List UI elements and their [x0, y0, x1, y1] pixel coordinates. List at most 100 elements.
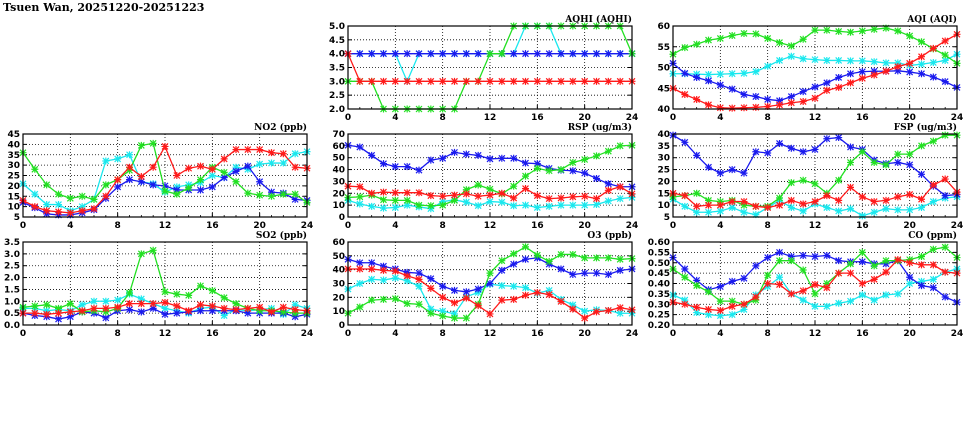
data-point-cyan: [858, 212, 866, 220]
series-red: [669, 175, 961, 212]
data-point-blue: [368, 151, 376, 159]
data-point-red: [462, 77, 470, 85]
data-point-red: [415, 189, 423, 197]
y-tick-label: 4.5: [329, 36, 345, 46]
data-point-red: [776, 281, 783, 289]
data-point-blue: [415, 166, 423, 174]
y-tick-label: 2.5: [4, 262, 20, 272]
series-red: [669, 256, 961, 314]
data-point-red: [870, 198, 878, 206]
data-point-red: [906, 59, 914, 67]
data-point-blue: [569, 50, 577, 58]
data-point-blue: [787, 253, 795, 261]
data-point-green: [870, 262, 878, 270]
data-point-cyan: [918, 204, 925, 212]
data-point-red: [533, 192, 541, 200]
y-tick-label: 0.25: [648, 311, 670, 321]
data-point-green: [835, 27, 843, 35]
data-point-red: [137, 173, 145, 181]
data-point-red: [616, 77, 624, 85]
data-point-red: [173, 302, 181, 310]
data-point-blue: [557, 265, 565, 273]
data-point-red: [811, 198, 819, 206]
data-point-red: [439, 192, 447, 200]
data-point-red: [161, 298, 169, 306]
data-point-blue: [752, 262, 760, 270]
data-point-cyan: [847, 297, 854, 305]
data-point-cyan: [356, 280, 364, 287]
data-point-green: [581, 155, 589, 163]
data-point-red: [451, 191, 458, 199]
y-tick-label: 4.0: [329, 50, 345, 60]
data-point-cyan: [368, 202, 376, 210]
x-tick-label: 20: [578, 113, 591, 123]
data-point-red: [510, 194, 518, 202]
y-tick-label: 60: [332, 238, 345, 248]
data-point-green: [716, 198, 724, 206]
data-point-blue: [835, 134, 843, 142]
data-point-red: [522, 77, 529, 85]
data-point-green: [705, 196, 712, 204]
chart-title: FSP (ug/m3): [894, 122, 957, 133]
data-point-green: [941, 131, 949, 139]
data-point-green: [268, 192, 275, 200]
data-point-blue: [906, 161, 914, 169]
data-point-red: [291, 306, 299, 314]
data-point-red: [776, 101, 783, 109]
y-tick-label: 55: [657, 43, 670, 53]
data-point-cyan: [533, 204, 541, 212]
data-point-blue: [941, 78, 949, 86]
x-tick-label: 0: [20, 329, 26, 339]
data-point-cyan: [693, 309, 701, 317]
series-line-cyan: [22, 150, 308, 212]
data-point-red: [835, 83, 843, 91]
x-tick-label: 16: [856, 221, 869, 231]
plot-frame: [672, 241, 958, 326]
data-point-green: [693, 189, 701, 197]
data-point-cyan: [705, 208, 712, 216]
data-point-cyan: [102, 157, 110, 165]
data-point-blue: [858, 258, 866, 266]
data-point-blue: [356, 50, 364, 58]
data-point-blue: [705, 77, 712, 85]
data-point-blue: [764, 149, 772, 157]
data-point-red: [533, 77, 541, 85]
data-point-blue: [894, 67, 902, 75]
data-point-green: [681, 273, 689, 281]
data-point-blue: [764, 95, 772, 103]
data-point-blue: [569, 271, 577, 279]
data-point-red: [439, 77, 447, 85]
data-point-cyan: [799, 296, 807, 304]
data-point-green: [882, 257, 890, 265]
data-point-cyan: [811, 302, 819, 310]
data-point-cyan: [716, 70, 724, 78]
data-point-red: [545, 77, 553, 85]
data-point-cyan: [716, 312, 724, 320]
x-tick-label: 0: [670, 221, 676, 231]
data-point-cyan: [870, 208, 878, 216]
data-point-blue: [693, 151, 701, 159]
data-point-cyan: [918, 277, 925, 285]
data-point-blue: [581, 269, 589, 277]
data-point-green: [161, 187, 169, 195]
data-point-green: [787, 257, 795, 265]
data-point-cyan: [391, 274, 399, 282]
data-point-red: [256, 146, 264, 154]
data-point-green: [545, 257, 553, 265]
x-tick-label: 8: [115, 329, 121, 339]
data-point-blue: [208, 183, 216, 191]
x-tick-label: 4: [392, 221, 398, 231]
x-tick-label: 4: [67, 221, 73, 231]
data-point-green: [894, 27, 902, 35]
x-tick-label: 4: [67, 329, 73, 339]
plot-frame: [672, 25, 958, 110]
data-point-red: [764, 204, 772, 212]
x-tick-label: 12: [809, 113, 822, 123]
data-point-green: [185, 184, 193, 192]
y-tick-label: 2.0: [329, 105, 345, 115]
series-blue: [669, 248, 961, 306]
data-point-blue: [835, 257, 843, 265]
data-point-green: [858, 248, 866, 256]
data-point-red: [752, 103, 760, 111]
